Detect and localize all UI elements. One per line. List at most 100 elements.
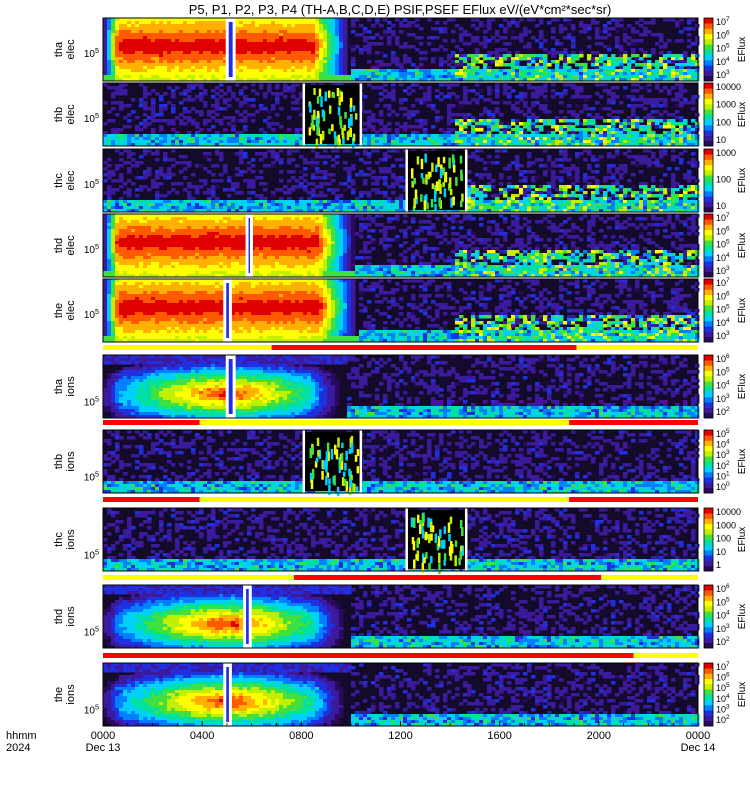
y-tick-label: 105 bbox=[84, 111, 99, 125]
x-tick-label: 0400 bbox=[190, 730, 214, 742]
y-tick-label: 105 bbox=[84, 307, 99, 321]
colorbar-title: EFlux bbox=[737, 37, 748, 63]
date-label-start: Dec 13 bbox=[86, 742, 121, 754]
mode-bar-segment bbox=[200, 420, 569, 425]
colorbar-tick-label: 104 bbox=[716, 439, 730, 450]
colorbar-tick-label: 100 bbox=[716, 175, 731, 185]
panel-probe-label: thd bbox=[53, 609, 65, 624]
panel-probe-label: thb bbox=[53, 454, 65, 469]
colorbar-tick-label: 103 bbox=[716, 330, 730, 341]
y-tick-label: 105 bbox=[84, 46, 99, 60]
panel-probe-label: tha bbox=[53, 41, 65, 57]
colorbar-tick-label: 104 bbox=[716, 610, 730, 621]
year-label: 2024 bbox=[6, 742, 30, 754]
colorbar-title: EFlux bbox=[737, 449, 748, 475]
colorbar-tick-label: 1 bbox=[716, 560, 721, 570]
y-tick-label: 105 bbox=[84, 702, 99, 716]
colorbar-title: EFlux bbox=[737, 168, 748, 194]
colorbar-tick-label: 106 bbox=[716, 353, 730, 364]
x-tick-label: 0800 bbox=[289, 730, 313, 742]
mode-bar-segment bbox=[601, 575, 698, 580]
colorbar-title: EFlux bbox=[737, 233, 748, 259]
colorbar-tick-label: 102 bbox=[716, 636, 730, 647]
panel-probe-label: thb bbox=[53, 107, 65, 122]
colorbar-tick-label: 103 bbox=[716, 69, 730, 80]
colorbar-tick-label: 103 bbox=[716, 449, 730, 460]
colorbar-tick-label: 102 bbox=[716, 406, 730, 417]
panel-species-label: elec bbox=[65, 235, 77, 256]
colorbar-tick-label: 102 bbox=[716, 714, 730, 725]
colorbar-tick-label: 103 bbox=[716, 703, 730, 714]
colorbar-tick-label: 107 bbox=[716, 16, 730, 27]
colorbar-title: EFlux bbox=[737, 374, 748, 400]
colorbar-tick-label: 100 bbox=[716, 481, 730, 492]
colorbar-tick-label: 104 bbox=[716, 56, 730, 67]
colorbar-title: EFlux bbox=[737, 298, 748, 324]
y-tick-label: 105 bbox=[84, 469, 99, 483]
panel-probe-label: tha bbox=[53, 378, 65, 394]
panel-species-label: ions bbox=[65, 451, 77, 472]
colorbar-tick-label: 105 bbox=[716, 366, 730, 377]
colorbar-title: EFlux bbox=[737, 604, 748, 630]
colorbar-tick-label: 10000 bbox=[716, 82, 741, 92]
colorbar-tick-label: 1000 bbox=[716, 148, 736, 158]
time-format-label: hhmm bbox=[6, 730, 37, 742]
mode-bar-segment bbox=[103, 345, 272, 350]
mode-bar-segment bbox=[569, 420, 698, 425]
colorbar-tick-label: 104 bbox=[716, 317, 730, 328]
panel-species-label: ions bbox=[65, 606, 77, 627]
mode-bar-segment bbox=[577, 345, 698, 350]
colorbar-tick-label: 106 bbox=[716, 29, 730, 40]
x-tick-label: 0000 bbox=[91, 730, 115, 742]
colorbar-tick-label: 102 bbox=[716, 460, 730, 471]
panel-probe-label: the bbox=[53, 303, 65, 318]
y-tick-label: 105 bbox=[84, 242, 99, 256]
y-tick-label: 105 bbox=[84, 624, 99, 638]
mode-bar-segment bbox=[103, 575, 294, 580]
colorbar-tick-label: 101 bbox=[716, 470, 730, 481]
colorbar-tick-label: 104 bbox=[716, 380, 730, 391]
colorbar-tick-label: 105 bbox=[716, 596, 730, 607]
mode-bar-segment bbox=[569, 497, 698, 502]
colorbar-tick-label: 106 bbox=[716, 672, 730, 683]
colorbar-tick-label: 107 bbox=[716, 661, 730, 672]
x-tick-label: 0000 bbox=[686, 730, 710, 742]
mode-bar-segment bbox=[103, 497, 200, 502]
colorbar-tick-label: 107 bbox=[716, 212, 730, 223]
panel-species-label: elec bbox=[65, 170, 77, 191]
panel-species-label: elec bbox=[65, 39, 77, 60]
y-tick-label: 105 bbox=[84, 547, 99, 561]
colorbar-tick-label: 103 bbox=[716, 623, 730, 634]
colorbar-tick-label: 105 bbox=[716, 239, 730, 250]
colorbar-tick-label: 103 bbox=[716, 265, 730, 276]
colorbar-tick-label: 105 bbox=[716, 304, 730, 315]
panel-probe-label: thc bbox=[53, 532, 65, 547]
mode-bar bbox=[103, 653, 698, 658]
mode-bar-segment bbox=[103, 653, 634, 658]
panel-probe-label: thd bbox=[53, 238, 65, 253]
mode-bar bbox=[103, 575, 698, 580]
mode-bar-segment bbox=[294, 575, 601, 580]
x-tick-label: 1600 bbox=[487, 730, 511, 742]
colorbar-tick-label: 107 bbox=[716, 277, 730, 288]
colorbar-title: EFlux bbox=[737, 527, 748, 553]
mode-bar-segment bbox=[200, 497, 569, 502]
colorbar-tick-label: 105 bbox=[716, 682, 730, 693]
x-tick-label: 2000 bbox=[587, 730, 611, 742]
colorbar-tick-label: 104 bbox=[716, 252, 730, 263]
panel-species-label: ions bbox=[65, 529, 77, 550]
chart-title: P5, P1, P2, P3, P4 (TH-A,B,C,D,E) PSIF,P… bbox=[189, 2, 612, 17]
